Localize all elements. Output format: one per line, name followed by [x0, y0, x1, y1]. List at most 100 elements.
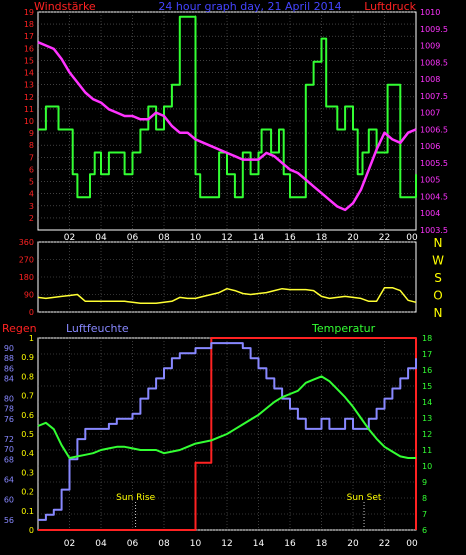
temperature-tick-label: 13	[422, 414, 432, 423]
temperature-tick-label: 18	[422, 334, 432, 343]
hour-tick-label: 12	[221, 233, 232, 243]
humidity-tick-label: 64	[4, 475, 14, 484]
rain-tick-label: 0.4	[21, 449, 34, 458]
pressure-tick-label: 1007	[420, 109, 440, 118]
pressure-tick-label: 1008.5	[420, 58, 448, 67]
wind-tick-label: 18	[24, 20, 34, 29]
temperature-tick-label: 11	[422, 446, 432, 455]
hour-tick-label: 16	[284, 539, 296, 549]
humidity-tick-label: 78	[4, 405, 14, 414]
direction-tick-label: 270	[19, 256, 34, 265]
temperature-tick-label: 15	[422, 382, 432, 391]
temperature-axis-title: Temperatur	[311, 322, 376, 335]
temperature-tick-label: 17	[422, 350, 432, 359]
pressure-line	[37, 41, 417, 212]
wind-tick-label: 10	[24, 117, 34, 126]
wind-tick-label: 11	[24, 105, 34, 114]
humidity-tick-label: 60	[4, 496, 14, 505]
hour-tick-label: 18	[316, 233, 328, 243]
hour-tick-label: 20	[347, 539, 359, 549]
wind-tick-label: 17	[24, 32, 34, 41]
hour-tick-label: 20	[347, 233, 359, 243]
pressure-tick-label: 1005.5	[420, 159, 448, 168]
wind-axis-title: Windstärke	[34, 0, 96, 13]
wind-tick-label: 6	[29, 165, 34, 174]
pressure-tick-label: 1006	[420, 142, 440, 151]
rain-tick-label: 1	[29, 334, 34, 343]
rain-tick-label: 0.5	[21, 430, 34, 439]
direction-tick-label: 0	[29, 308, 34, 317]
humidity-tick-label: 70	[4, 445, 14, 454]
chart-title: 24 hour graph day, 21 April 2014	[158, 0, 341, 13]
wind-tick-label: 5	[29, 178, 34, 187]
direction-tick-label: 180	[19, 273, 34, 282]
hour-tick-label: 10	[190, 539, 202, 549]
rain-tick-label: 0.6	[21, 411, 34, 420]
wind-tick-label: 13	[24, 81, 34, 90]
rain-tick-label: 0.9	[21, 353, 34, 362]
temperature-tick-label: 6	[422, 526, 427, 535]
temperature-tick-label: 7	[422, 510, 427, 519]
wind-tick-label: 16	[24, 44, 34, 53]
humidity-tick-label: 86	[4, 364, 14, 373]
hour-tick-label: 14	[253, 539, 265, 549]
pressure-tick-label: 1003.5	[420, 226, 448, 235]
sun-annotation-label: Sun Rise	[116, 493, 155, 503]
hour-tick-label: 06	[127, 233, 139, 243]
humidity-tick-label: 68	[4, 455, 14, 464]
pressure-tick-label: 1009	[420, 42, 440, 51]
compass-letter: W	[432, 254, 444, 268]
wind-tick-label: 15	[24, 56, 34, 65]
temperature-tick-label: 10	[422, 462, 432, 471]
humidity-tick-label: 76	[4, 415, 14, 424]
wind-speed-line	[38, 15, 417, 199]
humidity-tick-label: 80	[4, 395, 14, 404]
humidity-tick-label: 88	[4, 354, 14, 363]
rain-tick-label: 0.3	[21, 468, 34, 477]
humidity-tick-label: 84	[4, 374, 14, 383]
pressure-tick-label: 1008	[420, 75, 440, 84]
wind-tick-label: 7	[29, 153, 34, 162]
pressure-tick-label: 1005	[420, 176, 440, 185]
temperature-tick-label: 16	[422, 366, 432, 375]
humidity-line	[38, 342, 417, 521]
hour-tick-label: 18	[316, 539, 328, 549]
pressure-tick-label: 1009.5	[420, 25, 448, 34]
temperature-tick-label: 9	[422, 478, 427, 487]
hour-tick-label: 08	[158, 539, 170, 549]
hour-tick-label: 22	[379, 539, 390, 549]
wind-tick-label: 14	[24, 69, 34, 78]
wind-direction-line	[37, 286, 417, 305]
rain-tick-label: 0.7	[21, 392, 34, 401]
compass-letter: S	[434, 271, 442, 285]
direction-tick-label: 360	[19, 238, 34, 247]
wind-tick-label: 4	[29, 190, 34, 199]
rain-axis-title: Regen	[2, 322, 37, 335]
temperature-tick-label: 14	[422, 398, 432, 407]
compass-letter: N	[434, 306, 443, 320]
sun-annotation-label: Sun Set	[347, 493, 382, 503]
rain-tick-label: 0.2	[21, 488, 34, 497]
hour-tick-label: 12	[221, 539, 232, 549]
wind-tick-label: 8	[29, 141, 34, 150]
wind-tick-label: 2	[29, 214, 34, 223]
wind-tick-label: 3	[29, 202, 34, 211]
pressure-tick-label: 1006.5	[420, 125, 448, 134]
pressure-tick-label: 1007.5	[420, 92, 448, 101]
hour-tick-label: 08	[158, 233, 170, 243]
rain-line	[38, 337, 417, 531]
temperature-line	[37, 375, 416, 459]
hour-tick-label: 04	[95, 233, 107, 243]
hour-tick-label: 04	[95, 539, 107, 549]
wind-tick-label: 12	[24, 93, 34, 102]
temperature-tick-label: 12	[422, 430, 432, 439]
humidity-axis-title: Luftfeuchte	[66, 322, 129, 335]
humidity-tick-label: 72	[4, 435, 14, 444]
hour-tick-label: 06	[127, 539, 139, 549]
wind-tick-label: 9	[29, 129, 34, 138]
compass-letter: O	[433, 289, 442, 303]
temperature-tick-label: 8	[422, 494, 427, 503]
hour-tick-label: 14	[253, 233, 265, 243]
pressure-tick-label: 1004.5	[420, 192, 448, 201]
